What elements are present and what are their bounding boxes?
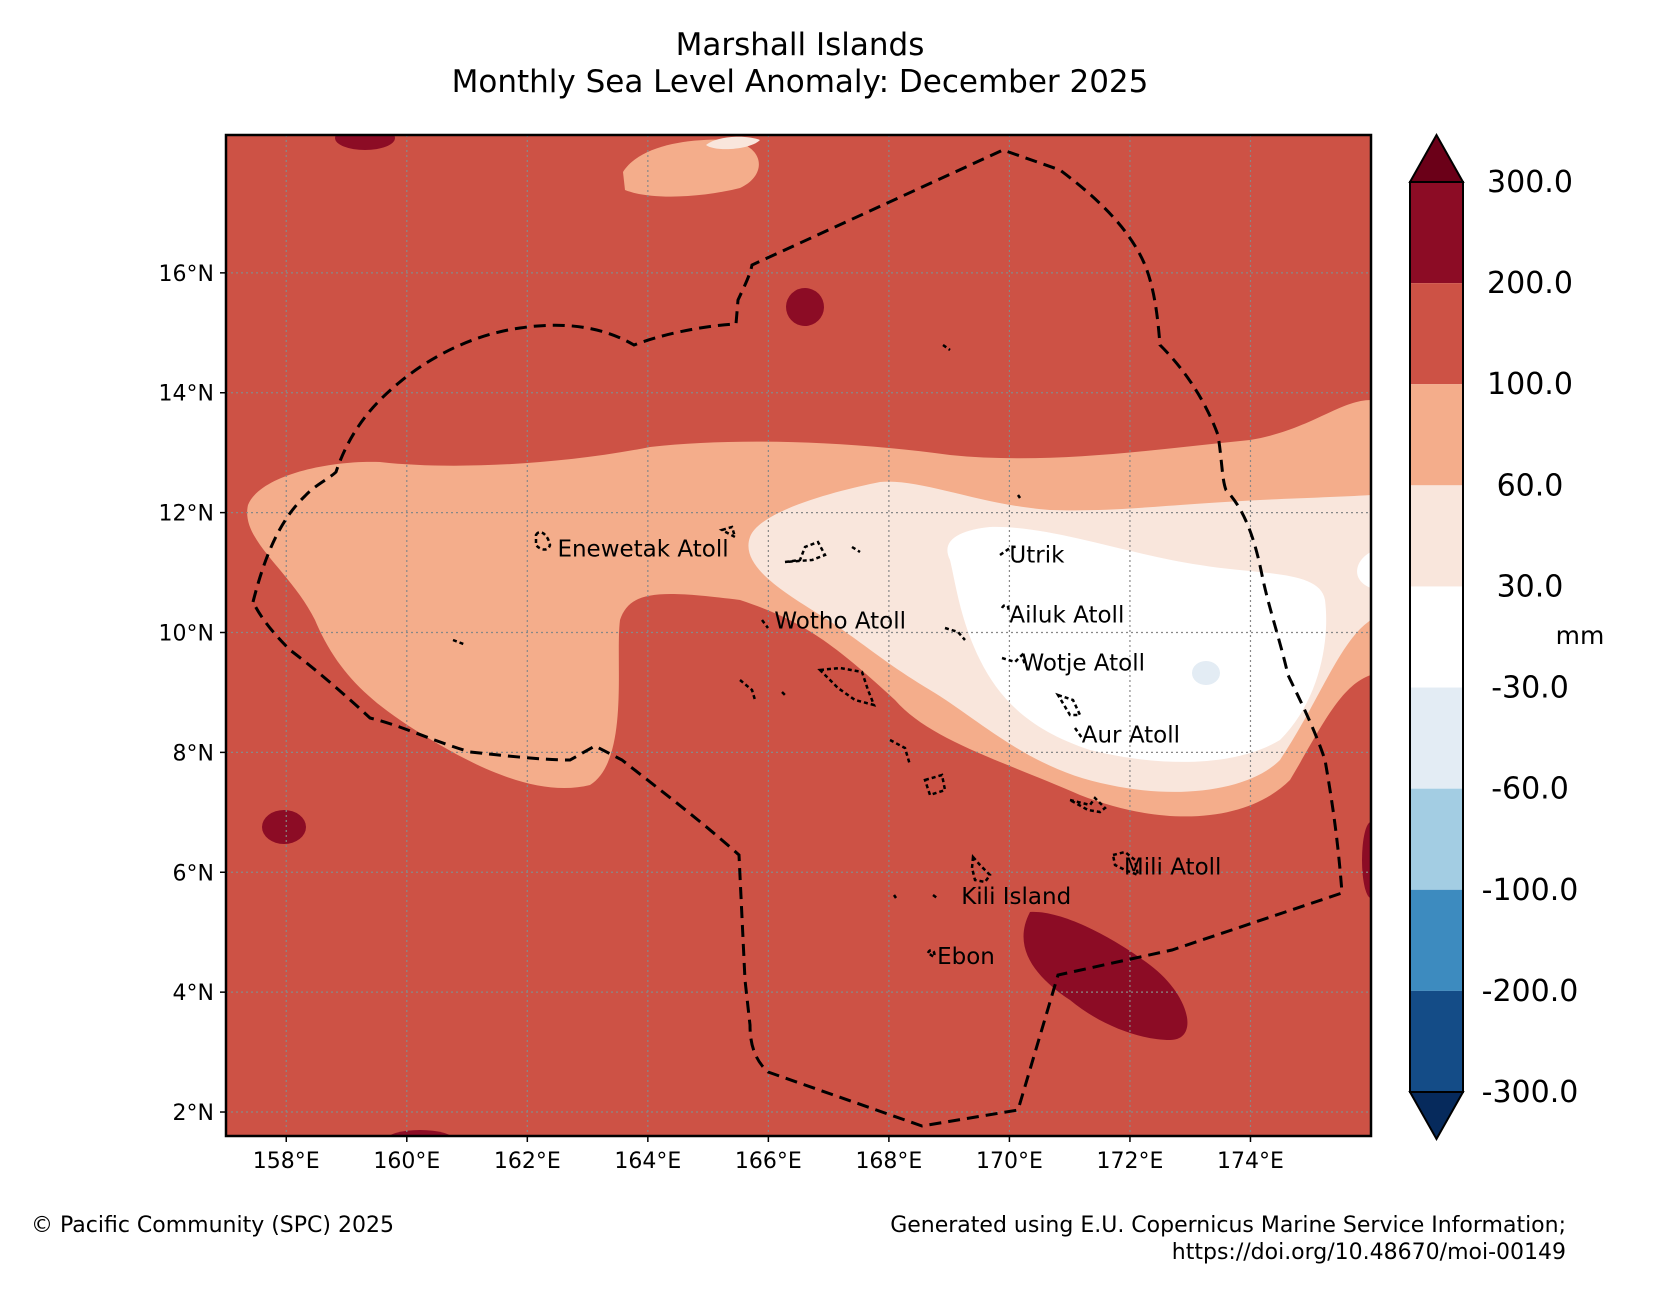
lon-tick-label: 164°E: [614, 1149, 681, 1174]
map-subtitle: Monthly Sea Level Anomaly: December 2025: [451, 64, 1149, 100]
colorbar-segment: [1410, 990, 1463, 1092]
contour-60-100: [623, 139, 759, 197]
lon-tick-label: 158°E: [253, 1149, 320, 1174]
colorbar-segments: [1408, 132, 1465, 1142]
lat-tick-label: 16°N: [159, 262, 214, 287]
lon-tick-label: 160°E: [373, 1149, 440, 1174]
lon-tick-label: 172°E: [1096, 1149, 1163, 1174]
lat-tick-label: 14°N: [159, 382, 214, 407]
place-label: Mili Atoll: [1124, 854, 1222, 880]
place-label: Utrik: [1009, 543, 1065, 569]
contour-200-300: [786, 288, 824, 326]
colorbar-label: 60.0: [1497, 468, 1564, 503]
place-label: Aur Atoll: [1082, 722, 1180, 748]
contour-200-300: [1023, 911, 1188, 1040]
colorbar-segment: [1410, 586, 1463, 688]
data-source-line: Generated using E.U. Copernicus Marine S…: [890, 1213, 1566, 1238]
colorbar: 300.0 200.0 100.0 60.0 30.0 -30.0 -60.0 -100.0 -…: [1408, 132, 1605, 1142]
place-label: Kili Island: [961, 884, 1071, 910]
colorbar-label: -30.0: [1491, 671, 1569, 706]
copyright-notice: © Pacific Community (SPC) 2025: [31, 1213, 394, 1238]
contour-negative: [1192, 661, 1220, 685]
lat-tick-label: 6°N: [173, 861, 214, 886]
colorbar-segment: [1410, 889, 1463, 991]
contour-200-300: [1362, 822, 1371, 898]
colorbar-label: 30.0: [1497, 569, 1564, 604]
colorbar-label: -100.0: [1482, 873, 1579, 908]
colorbar-unit: mm: [1556, 621, 1605, 650]
lat-tick-label: 2°N: [173, 1101, 214, 1126]
place-label: Wotje Atoll: [1021, 650, 1145, 676]
place-labels: Enewetak Atoll Wotho Atoll Utrik Ailuk Atol…: [557, 537, 1221, 971]
colorbar-label: -60.0: [1491, 772, 1569, 807]
colorbar-segment: [1410, 182, 1463, 284]
place-label: Wotho Atoll: [774, 609, 906, 635]
place-label: Ebon: [937, 944, 995, 970]
colorbar-segment: [1410, 687, 1463, 789]
contour-200-300: [335, 135, 395, 150]
place-label: Ailuk Atoll: [1009, 603, 1124, 629]
lat-tick-label: 12°N: [159, 502, 214, 527]
lat-tick-label: 10°N: [159, 622, 214, 647]
colorbar-segment: [1410, 788, 1463, 890]
contour-neutral: [1357, 552, 1371, 588]
map-frame: [224, 133, 1373, 1138]
anomaly-contours: Enewetak Atoll Wotho Atoll Utrik Ailuk Atol…: [226, 135, 1371, 1136]
colorbar-label: -200.0: [1482, 974, 1579, 1009]
gridlines: [226, 135, 1371, 1136]
colorbar-label: 100.0: [1487, 367, 1573, 402]
colorbar-labels: 300.0 200.0 100.0 60.0 30.0 -30.0 -60.0 -100.0 -…: [1482, 165, 1579, 1110]
colorbar-segment: [1410, 384, 1463, 486]
contour-200-300: [388, 1130, 452, 1136]
lon-tick-label: 168°E: [855, 1149, 922, 1174]
lat-tick-label: 4°N: [173, 981, 214, 1006]
contour-200-300: [262, 810, 306, 844]
colorbar-frame: [1409, 181, 1464, 1093]
data-source-doi: https://doi.org/10.48670/moi-00149: [1171, 1240, 1566, 1265]
colorbar-segment: [1410, 283, 1463, 385]
colorbar-extend-min: [1408, 1091, 1465, 1142]
colorbar-segment: [1410, 485, 1463, 587]
lat-axis: 2°N 4°N 6°N 8°N 10°N 12°N 14°N 16°N: [159, 262, 226, 1126]
eez-boundary: [251, 148, 1344, 1128]
data-source-notice: Generated using E.U. Copernicus Marine S…: [890, 1212, 1566, 1266]
place-label: Enewetak Atoll: [557, 537, 728, 563]
colorbar-label: 300.0: [1487, 165, 1573, 200]
lon-tick-label: 170°E: [976, 1149, 1043, 1174]
map-title: Marshall Islands: [675, 27, 925, 63]
lon-tick-label: 166°E: [735, 1149, 802, 1174]
colorbar-label: 200.0: [1487, 266, 1573, 301]
lon-tick-label: 162°E: [494, 1149, 561, 1174]
contour-30-60: [706, 136, 760, 150]
colorbar-label: -300.0: [1482, 1075, 1579, 1110]
lat-tick-label: 8°N: [173, 741, 214, 766]
lon-tick-label: 174°E: [1217, 1149, 1284, 1174]
islands: [452, 343, 1140, 959]
contour-neutral: [947, 526, 1327, 762]
lon-axis: 158°E 160°E 162°E 164°E 166°E 168°E 170°E 172°E…: [253, 1136, 1284, 1174]
colorbar-extend-max: [1408, 132, 1465, 183]
